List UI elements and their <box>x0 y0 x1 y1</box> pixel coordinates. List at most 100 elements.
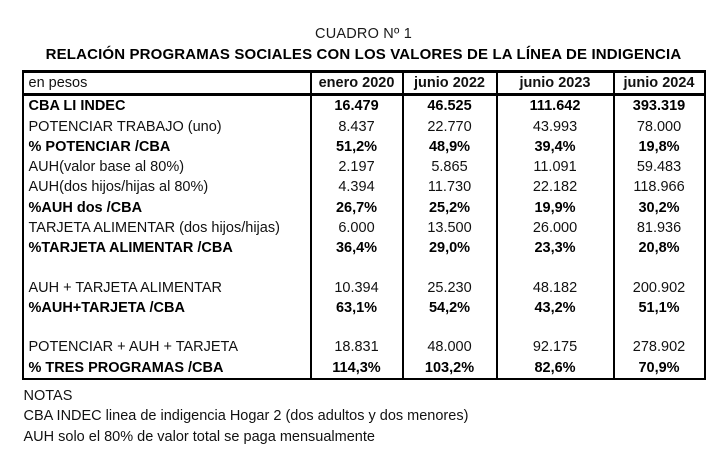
page-title: RELACIÓN PROGRAMAS SOCIALES CON LOS VALO… <box>45 46 682 63</box>
row-label: %TARJETA ALIMENTAR /CBA <box>28 240 233 257</box>
row-value-col-3: 22.182 <box>495 177 614 198</box>
row-label: AUH + TARJETA ALIMENTAR <box>28 279 223 296</box>
row-value-col-3 <box>495 258 614 278</box>
row-value-col-3: 23,3% <box>495 238 614 259</box>
table-body: CBA LI INDEC 16.479 46.525 111.642 393.319 PO… <box>24 94 704 378</box>
row-value-col-1: 16.479 <box>309 94 403 117</box>
row-label: %AUH+TARJETA /CBA <box>28 299 185 316</box>
row-value-col-1: 63,1% <box>309 297 403 319</box>
row-value-col-2: 11.730 <box>401 177 497 198</box>
row-value-col-1: 18.831 <box>309 337 403 358</box>
row-value-col-3: 11.091 <box>495 157 614 178</box>
table-row: CBA LI INDEC 16.479 46.525 111.642 393.319 <box>24 94 704 117</box>
row-label: POTENCIAR + AUH + TARJETA <box>28 339 239 356</box>
row-value-col-3 <box>495 318 614 338</box>
table-row: TARJETA ALIMENTAR (dos hijos/hijas) 6.000… <box>24 218 704 239</box>
table-row: %AUH dos /CBA 26,7% 25,2% 19,9% 30,2% <box>24 197 704 219</box>
row-value-col-1: 26,7% <box>309 197 403 219</box>
row-value-col-1: 8.437 <box>309 116 403 137</box>
row-value-col-1: 36,4% <box>309 238 403 259</box>
data-table-container: en pesos enero 2020 junio 2022 junio 202… <box>21 70 706 380</box>
row-value-col-4: 81.936 <box>612 218 704 239</box>
row-value-col-1: 6.000 <box>309 218 403 239</box>
row-value-col-4: 278.902 <box>612 337 704 358</box>
row-value-col-3: 43,2% <box>495 297 614 319</box>
row-label: TARJETA ALIMENTAR (dos hijos/hijas) <box>28 220 280 237</box>
table-header-row: en pesos enero 2020 junio 2022 junio 202… <box>23 73 704 95</box>
row-label: CBA LI INDEC <box>28 98 126 115</box>
row-value-col-4: 78.000 <box>612 116 704 137</box>
row-label: POTENCIAR TRABAJO (uno) <box>28 118 222 135</box>
row-value-col-4: 19,8% <box>612 136 704 158</box>
row-value-col-2: 25.230 <box>401 277 497 298</box>
row-value-col-4: 51,1% <box>612 297 704 319</box>
row-value-col-4: 70,9% <box>612 357 704 378</box>
table-row: %TARJETA ALIMENTAR /CBA 36,4% 29,0% 23,3% 20… <box>24 238 704 259</box>
table-row: % POTENCIAR /CBA 51,2% 48,9% 39,4% 19,8% <box>24 136 704 158</box>
column-header-junio-2024: junio 2024 <box>612 73 704 95</box>
row-value-col-2: 46.525 <box>401 94 497 117</box>
row-value-col-4 <box>612 258 704 278</box>
notes-heading: NOTAS <box>23 387 73 404</box>
row-label: AUH(valor base al 80%) <box>28 159 185 176</box>
table-row: POTENCIAR TRABAJO (uno) 8.437 22.770 43.993… <box>24 116 704 137</box>
row-value-col-2: 54,2% <box>401 297 497 319</box>
table-row: AUH(dos hijos/hijas al 80%) 4.394 11.730 22… <box>24 177 704 198</box>
title-block: CUADRO Nº 1 RELACIÓN PROGRAMAS SOCIALES … <box>0 0 727 64</box>
table-header: en pesos enero 2020 junio 2022 junio 202… <box>23 73 704 95</box>
row-value-col-3: 43.993 <box>495 116 614 137</box>
note-line-1: CBA INDEC linea de indigencia Hogar 2 (d… <box>23 408 469 425</box>
row-value-col-4 <box>612 318 704 338</box>
row-value-col-3: 111.642 <box>495 94 614 117</box>
row-value-col-1 <box>309 318 403 338</box>
row-value-col-4: 200.902 <box>612 277 704 298</box>
row-value-col-2: 48.000 <box>401 337 497 358</box>
row-label <box>24 259 311 278</box>
row-value-col-3: 26.000 <box>495 218 614 239</box>
table-row: %AUH+TARJETA /CBA 63,1% 54,2% 43,2% 51,1% <box>24 297 704 319</box>
row-value-col-1: 114,3% <box>309 357 403 378</box>
row-value-col-4: 118.966 <box>612 177 704 198</box>
row-value-col-3: 39,4% <box>495 136 614 158</box>
notes-section: NOTAS CBA INDEC linea de indigencia Hoga… <box>22 386 706 448</box>
table-row: % TRES PROGRAMAS /CBA 114,3% 103,2% 82,6% 70… <box>24 357 704 378</box>
column-header-junio-2023: junio 2023 <box>495 73 614 95</box>
column-header-junio-2022: junio 2022 <box>401 73 497 95</box>
row-value-col-3: 48.182 <box>495 277 614 298</box>
row-value-col-3: 19,9% <box>495 197 614 219</box>
row-value-col-1: 4.394 <box>309 177 403 198</box>
row-value-col-2: 5.865 <box>401 157 497 178</box>
row-value-col-3: 92.175 <box>495 337 614 358</box>
table-row: POTENCIAR + AUH + TARJETA 18.831 48.000 92.… <box>24 337 704 358</box>
table-number-title: CUADRO Nº 1 <box>315 26 412 42</box>
row-label: AUH(dos hijos/hijas al 80%) <box>28 179 209 196</box>
column-header-enero-2020: enero 2020 <box>309 73 403 95</box>
row-value-col-2 <box>401 318 497 338</box>
row-value-col-1: 2.197 <box>309 157 403 178</box>
table-spacer-row <box>24 318 704 338</box>
row-value-col-2: 48,9% <box>401 136 497 158</box>
row-label: % POTENCIAR /CBA <box>28 138 171 155</box>
row-value-col-2: 103,2% <box>401 357 497 378</box>
table-row: AUH(valor base al 80%) 2.197 5.865 11.091 59… <box>24 157 704 178</box>
row-label: % TRES PROGRAMAS /CBA <box>28 359 224 376</box>
column-header-unit: en pesos <box>28 75 88 91</box>
row-label <box>24 318 311 337</box>
table-row: AUH + TARJETA ALIMENTAR 10.394 25.230 48.18… <box>24 277 704 298</box>
row-value-col-4: 59.483 <box>612 157 704 178</box>
row-value-col-4: 393.319 <box>612 94 704 117</box>
row-value-col-1: 51,2% <box>309 136 403 158</box>
row-value-col-2: 29,0% <box>401 238 497 259</box>
row-value-col-2: 22.770 <box>401 116 497 137</box>
row-value-col-4: 20,8% <box>612 238 704 259</box>
table-spacer-row <box>24 258 704 278</box>
row-value-col-4: 30,2% <box>612 197 704 219</box>
row-value-col-2 <box>401 258 497 278</box>
row-value-col-3: 82,6% <box>495 357 614 378</box>
row-value-col-2: 13.500 <box>401 218 497 239</box>
row-value-col-1 <box>309 258 403 278</box>
row-value-col-2: 25,2% <box>401 197 497 219</box>
social-programs-table: en pesos enero 2020 junio 2022 junio 202… <box>23 73 704 378</box>
row-label: %AUH dos /CBA <box>28 199 143 216</box>
